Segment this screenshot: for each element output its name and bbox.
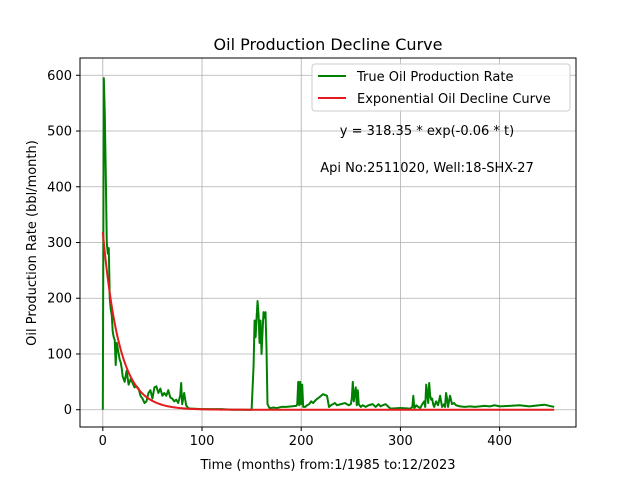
legend-label-true-oil: True Oil Production Rate [356, 70, 513, 85]
x-tick-label: 100 [190, 434, 215, 449]
y-tick-label: 100 [47, 347, 72, 362]
series-layer [101, 77, 555, 411]
series-true-oil-production [101, 77, 555, 411]
well-annotation: Api No:2511020, Well:18-SHX-27 [320, 161, 534, 176]
y-tick-label: 400 [47, 180, 72, 195]
y-tick-label: 0 [64, 403, 72, 418]
y-tick-label: 300 [47, 236, 72, 251]
y-tick-label: 200 [47, 292, 72, 307]
y-tick-label: 500 [47, 125, 72, 140]
equation-annotation: y = 318.35 * exp(-0.06 * t) [340, 124, 514, 139]
x-tick-label: 300 [388, 434, 413, 449]
y-tick-label: 600 [47, 69, 72, 84]
x-tick-label: 200 [289, 434, 314, 449]
legend-box [311, 63, 571, 112]
x-axis-label: Time (months) from:1/1985 to:12/2023 [199, 458, 455, 473]
ticks: 0 100 200 300 400 0 100 200 300 400 500 600 [47, 69, 512, 449]
grid [80, 58, 576, 427]
legend: True Oil Production Rate Exponential Oil… [311, 63, 571, 112]
x-tick-label: 0 [99, 434, 107, 449]
chart-title: Oil Production Decline Curve [214, 35, 443, 54]
x-tick-label: 400 [487, 434, 512, 449]
y-axis-label: Oil Production Rate (bbl/month) [25, 140, 40, 346]
legend-label-exponential: Exponential Oil Decline Curve [357, 92, 551, 107]
series-exponential-decline [101, 232, 555, 411]
